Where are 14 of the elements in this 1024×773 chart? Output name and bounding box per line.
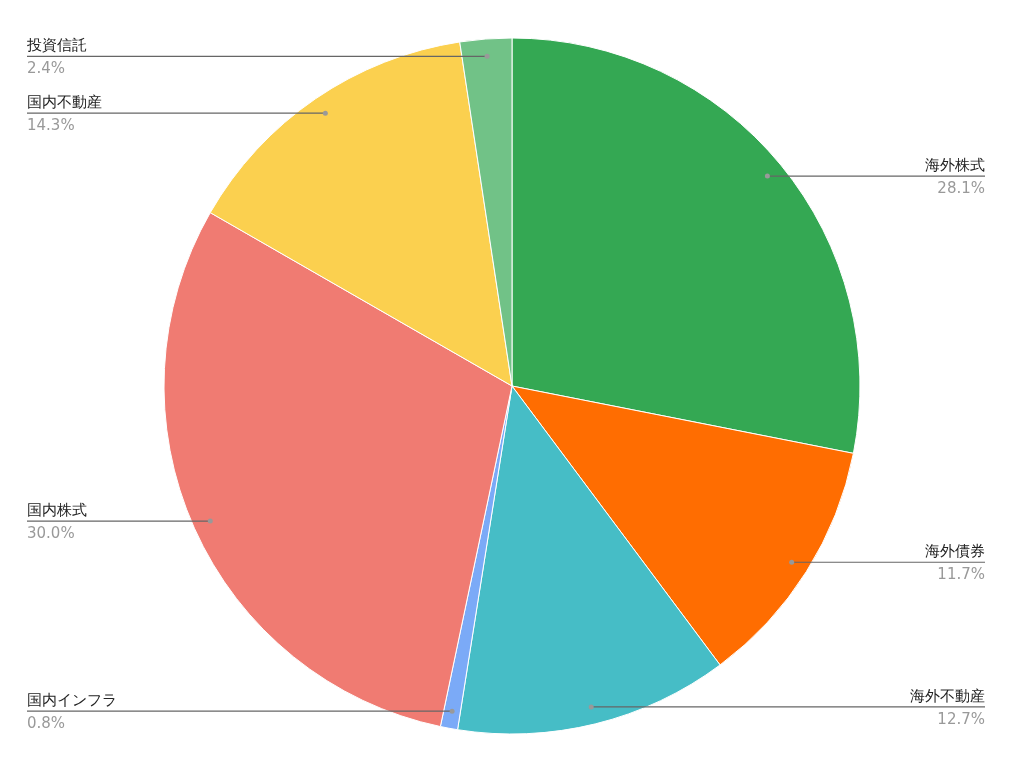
slice-label: 国内不動産 — [27, 93, 102, 112]
data-label: 14.3% — [27, 116, 75, 135]
slice-label: 投資信託 — [26, 36, 87, 55]
data-label: 28.1% — [937, 179, 985, 198]
data-label: 0.8% — [27, 714, 66, 733]
slice-label: 国内株式 — [27, 501, 87, 520]
slice-label: 海外債券 — [925, 542, 985, 561]
data-label: 12.7% — [937, 709, 985, 728]
data-label: 30.0% — [27, 524, 75, 543]
data-label: 11.7% — [937, 565, 985, 584]
slice-label: 海外株式 — [925, 156, 985, 175]
data-label: 2.4% — [27, 59, 66, 78]
slice-label: 海外不動産 — [910, 686, 985, 705]
slice-label: 国内インフラ — [27, 691, 117, 710]
